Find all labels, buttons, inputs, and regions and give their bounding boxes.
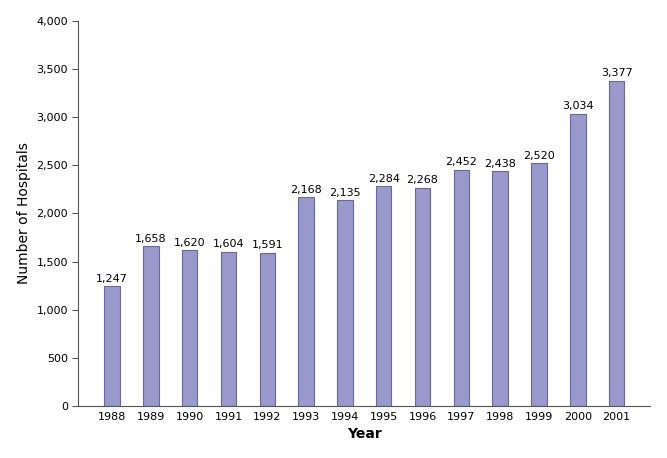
Bar	[182, 250, 197, 406]
Text: 2,520: 2,520	[523, 151, 555, 161]
Bar	[337, 201, 353, 406]
Text: 2,135: 2,135	[329, 188, 361, 198]
Text: 2,284: 2,284	[368, 174, 400, 184]
Text: 1,604: 1,604	[213, 239, 244, 249]
Bar	[143, 246, 159, 406]
Bar	[609, 81, 624, 406]
Text: 2,268: 2,268	[407, 175, 438, 185]
Bar	[415, 188, 430, 406]
Bar	[570, 114, 586, 406]
Bar	[221, 251, 236, 406]
X-axis label: Year: Year	[347, 427, 382, 442]
Bar	[104, 286, 120, 406]
Text: 2,452: 2,452	[446, 158, 478, 168]
Bar	[531, 164, 547, 406]
Bar	[454, 170, 469, 406]
Text: 2,438: 2,438	[484, 159, 516, 169]
Text: 2,168: 2,168	[290, 185, 322, 195]
Y-axis label: Number of Hospitals: Number of Hospitals	[17, 142, 31, 284]
Bar	[492, 171, 508, 406]
Text: 1,247: 1,247	[96, 273, 128, 284]
Text: 3,034: 3,034	[562, 101, 594, 111]
Text: 1,591: 1,591	[251, 240, 283, 251]
Bar	[259, 253, 275, 406]
Text: 1,658: 1,658	[135, 234, 167, 244]
Text: 1,620: 1,620	[174, 238, 205, 248]
Text: 3,377: 3,377	[601, 68, 632, 78]
Bar	[298, 197, 314, 406]
Bar	[376, 186, 392, 406]
